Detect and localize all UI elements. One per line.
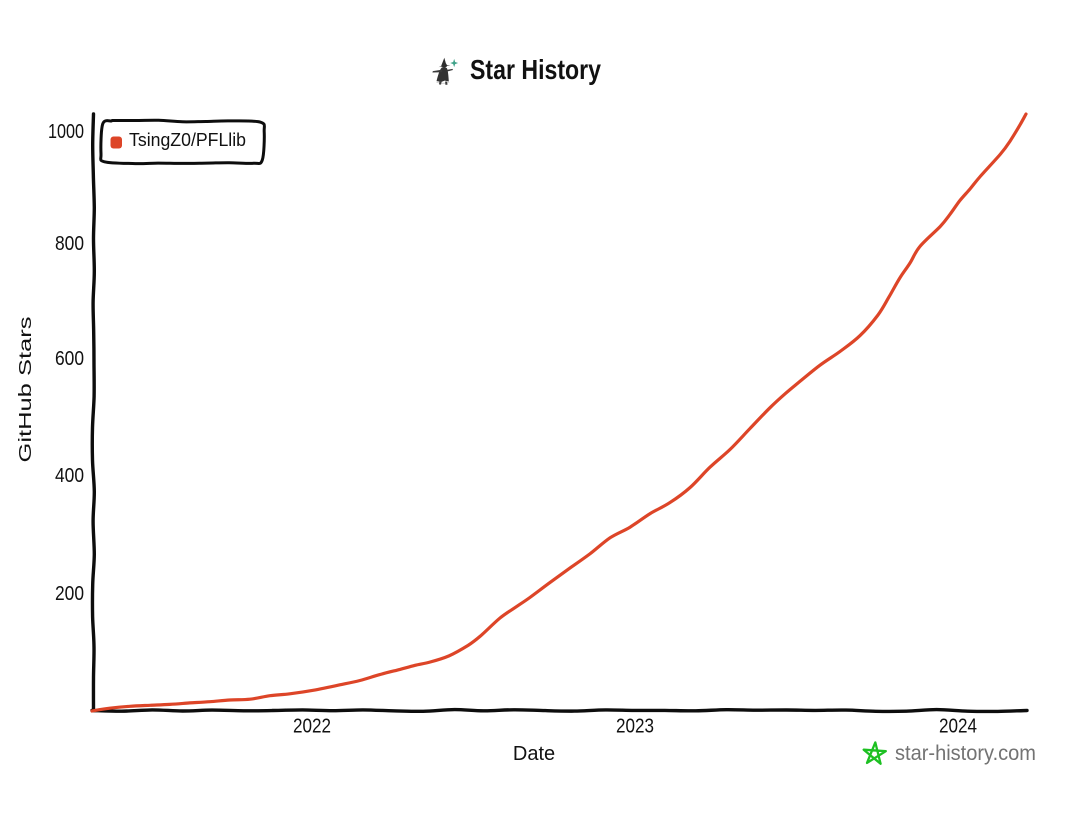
svg-text:2024: 2024 (939, 716, 977, 738)
svg-text:star-history.com: star-history.com (895, 741, 1036, 765)
svg-text:600: 600 (55, 348, 84, 370)
svg-text:GitHub Stars: GitHub Stars (15, 316, 35, 462)
svg-text:1000: 1000 (48, 121, 84, 143)
svg-text:800: 800 (55, 233, 84, 255)
svg-text:Star History: Star History (470, 54, 601, 85)
svg-text:2023: 2023 (616, 716, 654, 738)
svg-text:Date: Date (513, 743, 555, 765)
svg-text:TsingZ0/PFLlib: TsingZ0/PFLlib (129, 129, 246, 150)
svg-text:400: 400 (55, 465, 84, 487)
svg-text:200: 200 (55, 583, 84, 605)
svg-text:2022: 2022 (293, 716, 331, 738)
